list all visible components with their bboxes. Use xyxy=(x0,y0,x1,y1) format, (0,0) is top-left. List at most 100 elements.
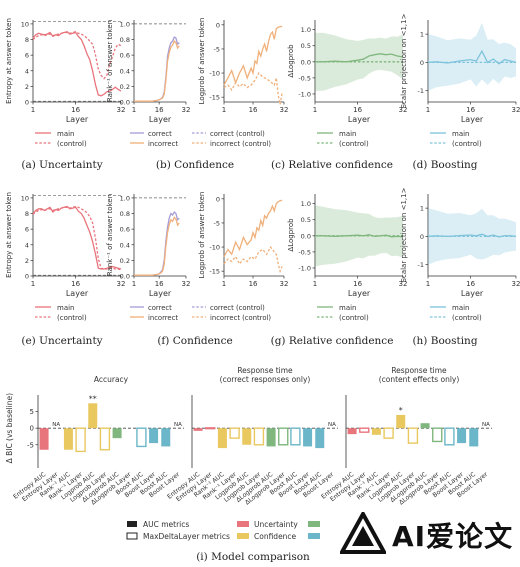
y-tick-label: 1.0 xyxy=(301,200,311,208)
series-line-control xyxy=(223,72,283,105)
legend-swatch-relative xyxy=(308,521,320,527)
y-tick-label: 0 xyxy=(30,425,34,433)
caption-d-row1: (d) Boosting xyxy=(412,159,477,171)
legend-label: correct xyxy=(148,304,172,312)
legend-label: correct (control) xyxy=(210,130,265,138)
na-label: NA xyxy=(52,422,60,428)
bar xyxy=(136,427,147,448)
bar xyxy=(242,428,252,445)
bar xyxy=(278,427,289,446)
series-line-incorrect xyxy=(134,39,180,102)
y-tick-label: 0.8 xyxy=(120,210,130,218)
caption-a-row1: (a) Uncertainty xyxy=(21,159,102,171)
y-tick-label: 0.0 xyxy=(120,99,130,107)
y-axis-label: Entropy at answer token xyxy=(5,192,13,278)
bar xyxy=(420,423,430,429)
bar xyxy=(303,428,313,447)
x-tick-label: 1 xyxy=(222,106,226,114)
panel-a2: 1 16 32 0 2 4 6 8 10 Layer Entropy at answer token… xyxy=(5,192,125,322)
series-line-correct xyxy=(134,36,180,102)
series-line-main xyxy=(32,30,122,97)
y-tick-label: -1 xyxy=(418,261,424,269)
na-label: NA xyxy=(482,422,490,428)
legend-label: incorrect xyxy=(148,314,178,322)
panel-title: (correct responses only) xyxy=(220,375,311,384)
y-axis-label: ΔLogprob xyxy=(287,218,295,252)
y-tick-label: -1.0 xyxy=(298,264,311,272)
legend-label: incorrect (control) xyxy=(210,314,271,322)
bar xyxy=(266,428,276,447)
series-line-control xyxy=(32,205,122,271)
legend-label: main xyxy=(57,130,75,138)
watermark: AI爱论文 xyxy=(332,507,518,563)
series-line-main xyxy=(427,233,517,238)
panel-title: (content effects only) xyxy=(379,375,460,384)
y-tick-label: 8 xyxy=(25,210,29,218)
y-tick-label: 4 xyxy=(25,241,29,249)
x-axis-label: Layer xyxy=(348,289,371,298)
bar xyxy=(253,427,265,446)
panel-b2log: 1 16 32 -15 -10 -5 0 Logprob of answer token xyxy=(198,192,288,288)
bar-panel-2: Response time(correct responses only)Ent… xyxy=(166,366,338,506)
y-axis-label: Scalar projection on <1,1> xyxy=(400,187,408,282)
legend-swatch-uncertainty xyxy=(237,521,249,527)
x-tick-label: 16 xyxy=(466,280,475,288)
caption-c-row1: (c) Relative confidence xyxy=(271,159,393,171)
legend-label: main xyxy=(452,304,470,312)
x-axis-label: Layer xyxy=(461,115,484,124)
bar xyxy=(112,428,122,439)
bar xyxy=(371,428,381,435)
legend-swatch-confidence xyxy=(237,533,249,539)
bar xyxy=(457,428,467,444)
y-tick-label: -1.0 xyxy=(298,90,311,98)
bar xyxy=(205,427,216,430)
y-axis-label: ΔLogprob xyxy=(287,44,295,78)
legend-label: (control) xyxy=(339,140,369,148)
x-tick-label: 16 xyxy=(353,280,362,288)
series-line-main xyxy=(32,205,122,270)
panel-title: Response time xyxy=(237,366,293,375)
y-tick-label: -0.5 xyxy=(298,248,311,256)
x-axis-label: Layer xyxy=(66,115,89,124)
legend-label: (control) xyxy=(339,314,369,322)
caption-a-row2: (e) Uncertainty xyxy=(21,335,102,347)
x-tick-label: 16 xyxy=(249,280,258,288)
bar-panel-3: Response time(content effects only)Entro… xyxy=(320,366,492,506)
y-tick-label: 8 xyxy=(25,36,29,44)
y-tick-label: -5 xyxy=(27,441,34,449)
y-tick-label: 0 xyxy=(25,273,29,281)
series-line-main xyxy=(223,25,283,86)
caption-c-row2: (g) Relative confidence xyxy=(271,335,394,347)
bar xyxy=(407,427,419,444)
y-tick-label: 10 xyxy=(21,194,29,202)
legend-label: (control) xyxy=(452,140,482,148)
y-tick-label: 0.2 xyxy=(120,83,130,91)
bar xyxy=(99,427,111,451)
x-tick-label: 32 xyxy=(399,106,408,114)
y-axis-label: Scalar projection on <1,1> xyxy=(400,13,408,108)
ai-logo-icon xyxy=(340,512,386,554)
legend-label: (control) xyxy=(57,314,87,322)
panel-b1log: 1 16 32 -15 -10 -5 0 Logprob of answer token xyxy=(198,18,288,114)
legend-label: AUC metrics xyxy=(143,520,189,529)
x-tick-label: 1 xyxy=(31,106,35,114)
x-tick-label: 1 xyxy=(132,280,136,288)
bar xyxy=(217,428,227,449)
y-tick-label: 0.0 xyxy=(120,273,130,281)
panel-title: Accuracy xyxy=(94,375,129,384)
legend-swatch-auc xyxy=(127,521,137,527)
legend-label: (control) xyxy=(452,314,482,322)
y-tick-label: -0.5 xyxy=(298,74,311,82)
bar xyxy=(193,428,203,431)
y-tick-label: -10 xyxy=(209,244,220,252)
bar xyxy=(63,428,73,450)
x-tick-label: 32 xyxy=(512,106,520,114)
bar xyxy=(432,427,443,443)
x-axis-label: Layer xyxy=(461,289,484,298)
x-tick-label: 32 xyxy=(399,280,408,288)
bar xyxy=(39,428,49,450)
y-tick-label: -15 xyxy=(209,94,220,102)
